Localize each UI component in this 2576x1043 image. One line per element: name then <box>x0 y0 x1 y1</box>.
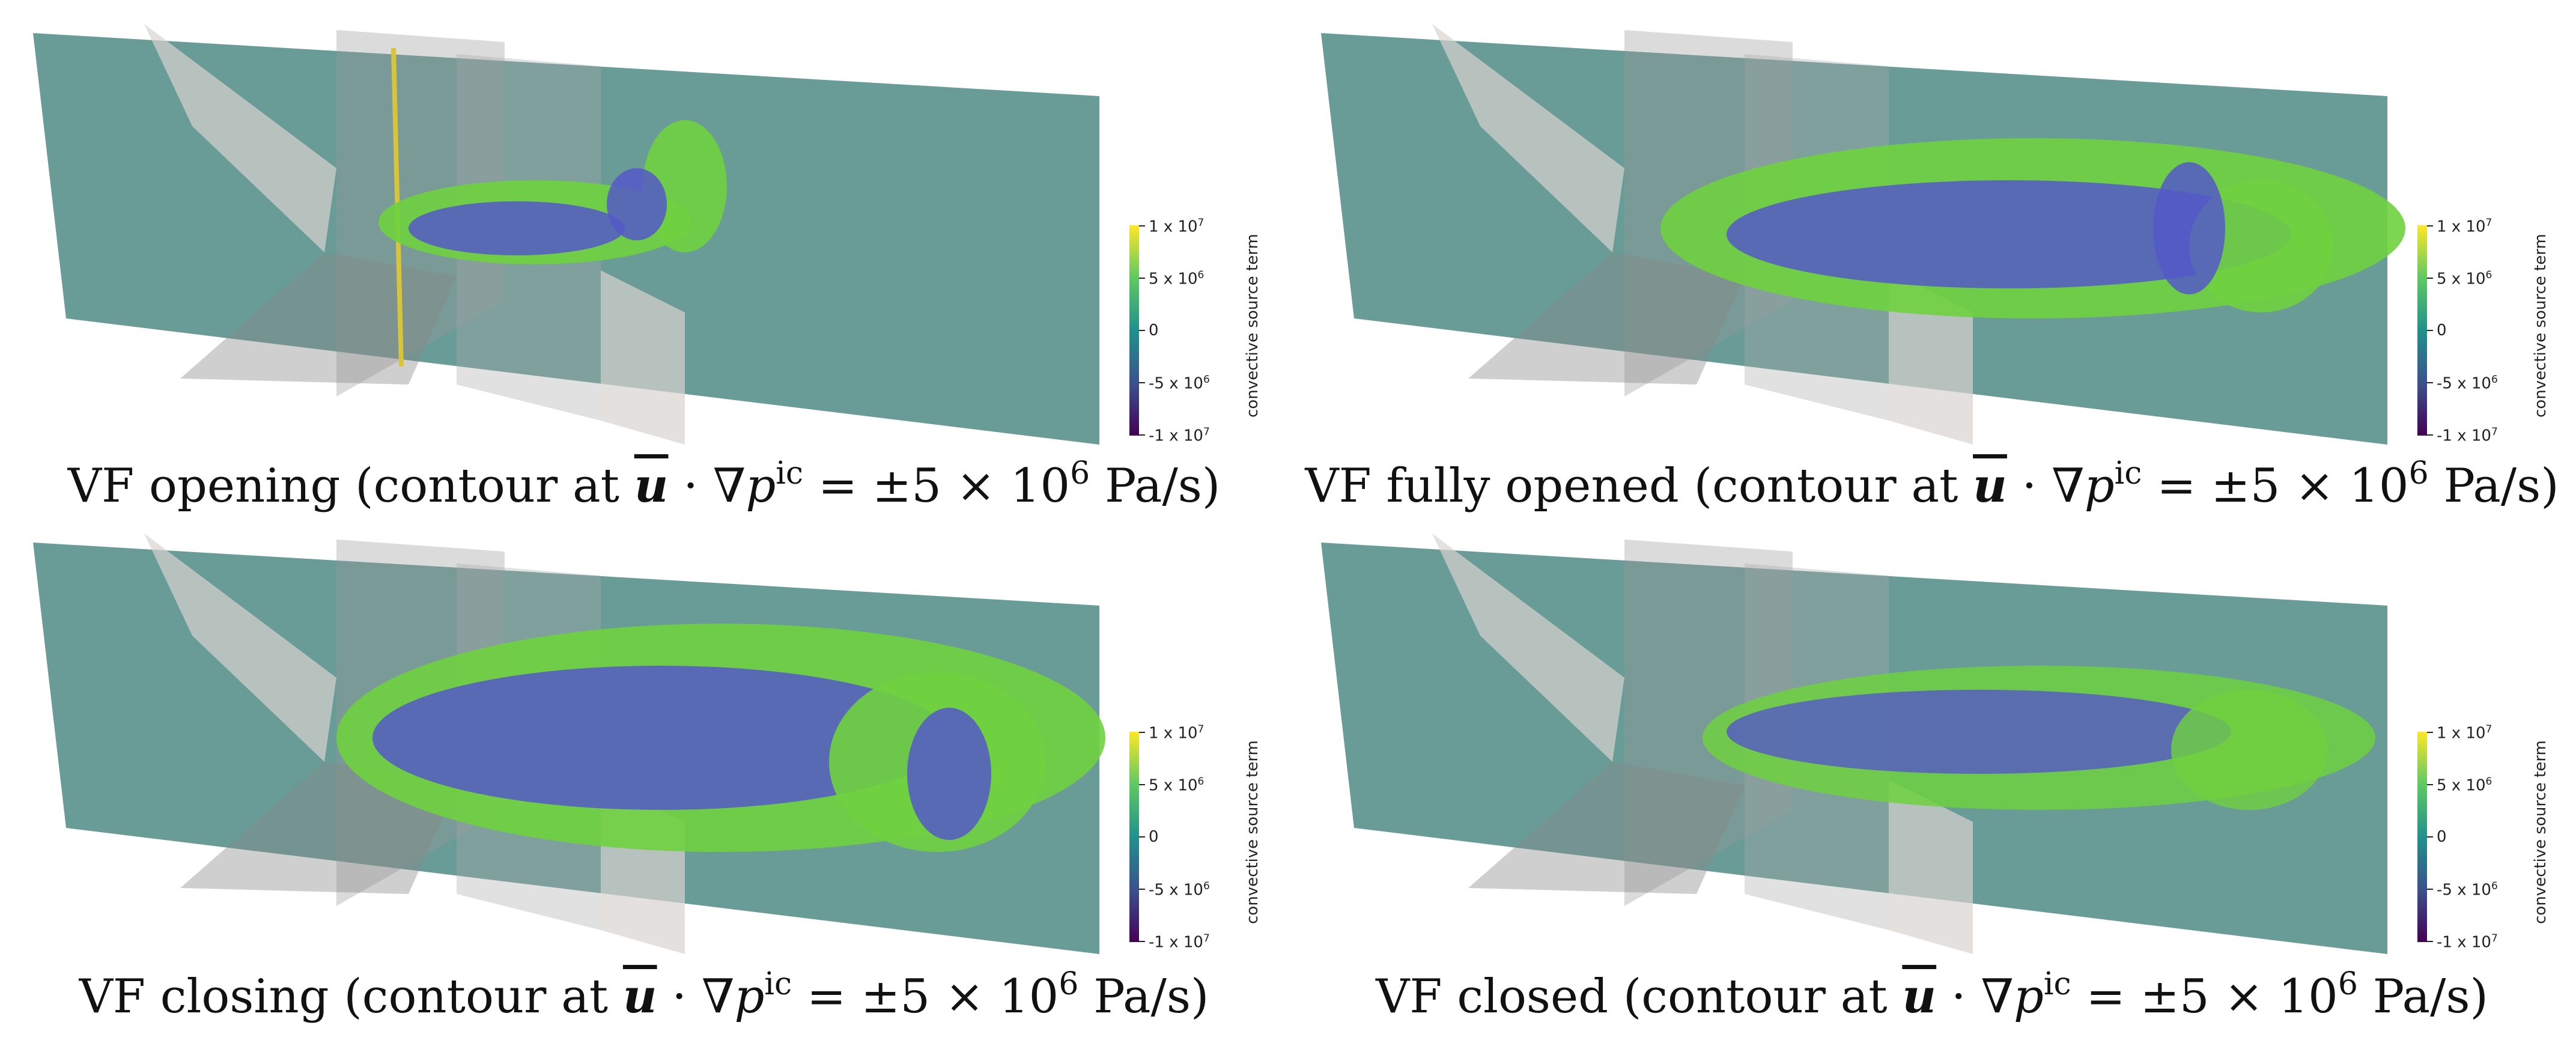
flow-visualization <box>1321 534 2387 954</box>
colorbar-gradient <box>1129 732 1139 942</box>
colorbar: 1 x 107 5 x 106 0 -5 x 106 -1 x 107 conv… <box>2417 217 2550 466</box>
colorbar-tick-label: 1 x 107 <box>1149 217 1204 236</box>
colorbar-tick-label: -1 x 107 <box>1149 932 1210 952</box>
colorbar-tick-label: 5 x 106 <box>2437 269 2492 288</box>
panel-vf-opening: 1 x 107 5 x 106 0 -5 x 106 -1 x 107 conv… <box>0 0 1288 522</box>
colorbar: 1 x 107 5 x 106 0 -5 x 106 -1 x 107 conv… <box>1129 723 1262 972</box>
colorbar-title: convective source term <box>2532 740 2550 924</box>
colorbar-tick-label: -5 x 106 <box>1149 374 1210 393</box>
colorbar-gradient <box>2417 732 2427 942</box>
colorbar-tick-label: 5 x 106 <box>1149 269 1204 288</box>
colorbar-tick-label: 0 <box>2437 321 2447 339</box>
colorbar-tick-label: -1 x 107 <box>2437 426 2498 445</box>
colorbar-title: convective source term <box>1244 234 1262 418</box>
colorbar-gradient <box>1129 225 1139 436</box>
colorbar-tick-label: 1 x 107 <box>2437 217 2492 236</box>
colorbar-tick-label: 1 x 107 <box>1149 723 1204 743</box>
panel-caption: VF opening (contour at u · ∇pic = ±5 × 1… <box>67 455 1221 513</box>
colorbar-tick-label: -5 x 106 <box>2437 880 2498 899</box>
colorbar-tick-label: 0 <box>2437 828 2447 846</box>
colorbar-tick-label: -5 x 106 <box>1149 880 1210 899</box>
flow-visualization <box>33 534 1105 954</box>
colorbar-tick-label: 5 x 106 <box>2437 776 2492 795</box>
panel-vf-closed: 1 x 107 5 x 106 0 -5 x 106 -1 x 107 conv… <box>1288 522 2576 1043</box>
colorbar-title: convective source term <box>2532 234 2550 418</box>
colorbar-tick-label: -1 x 107 <box>1149 426 1210 445</box>
colorbar-tick-label: 1 x 107 <box>2437 723 2492 743</box>
colorbar-tick-label: -5 x 106 <box>2437 374 2498 393</box>
flow-visualization <box>33 24 1099 445</box>
panel-caption: VF closing (contour at u · ∇pic = ±5 × 1… <box>79 966 1209 1024</box>
flow-visualization <box>1321 24 2405 445</box>
colorbar-gradient <box>2417 225 2427 436</box>
panel-vf-closing: 1 x 107 5 x 106 0 -5 x 106 -1 x 107 conv… <box>0 522 1288 1043</box>
colorbar-tick-label: 0 <box>1149 321 1159 339</box>
colorbar-title: convective source term <box>1244 740 1262 924</box>
colorbar-tick-label: 5 x 106 <box>1149 776 1204 795</box>
panel-caption: VF fully opened (contour at u · ∇pic = ±… <box>1305 455 2559 513</box>
colorbar: 1 x 107 5 x 106 0 -5 x 106 -1 x 107 conv… <box>1129 217 1262 466</box>
colorbar: 1 x 107 5 x 106 0 -5 x 106 -1 x 107 conv… <box>2417 723 2550 972</box>
panel-vf-fully-opened: 1 x 107 5 x 106 0 -5 x 106 -1 x 107 conv… <box>1288 0 2576 522</box>
colorbar-tick-label: 0 <box>1149 828 1159 846</box>
colorbar-tick-label: -1 x 107 <box>2437 932 2498 952</box>
panel-caption: VF closed (contour at u · ∇pic = ±5 × 10… <box>1376 966 2488 1024</box>
